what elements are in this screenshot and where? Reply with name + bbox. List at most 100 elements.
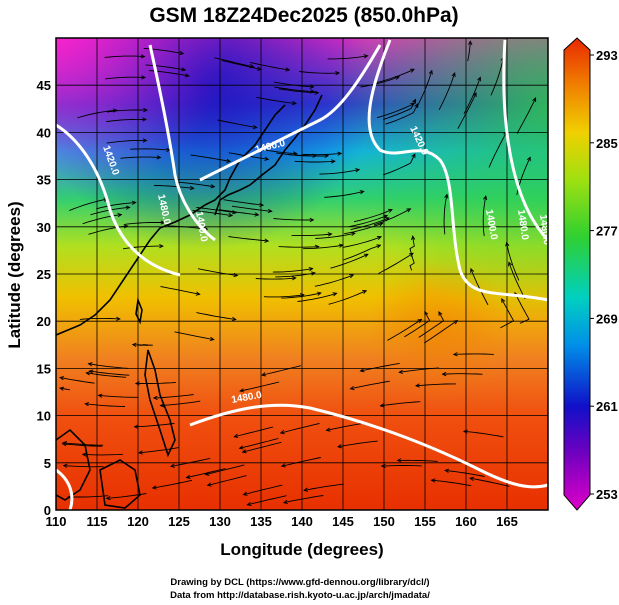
streamline: [445, 469, 485, 477]
streamline: [98, 394, 139, 398]
x-tick-label: 155: [414, 514, 436, 529]
coastline-korea-japan: [214, 94, 323, 216]
streamline-arrowhead: [332, 292, 338, 297]
streamline: [376, 68, 415, 84]
y-tick-label: 20: [37, 314, 51, 329]
streamline: [153, 184, 194, 189]
streamline-arrowhead: [337, 151, 343, 156]
streamline: [488, 131, 508, 168]
streamline: [62, 443, 103, 447]
streamline-arrowhead: [152, 395, 158, 401]
streamline: [350, 217, 389, 231]
streamline: [294, 160, 335, 163]
streamline-arrowhead: [259, 202, 265, 207]
streamline-arrowhead: [131, 342, 137, 347]
x-tick-label: 160: [455, 514, 477, 529]
streamline-arrowhead: [462, 429, 468, 434]
streamline: [243, 484, 283, 496]
streamline-arrowhead: [376, 236, 382, 241]
streamline-arrowhead: [233, 272, 239, 278]
streamline: [132, 344, 153, 346]
contour-south-west-edge: [55, 468, 74, 511]
streamline-arrowhead: [396, 458, 402, 463]
streamline: [239, 438, 279, 449]
streamline: [343, 244, 381, 261]
colorbar-ticks: 253 261 269 277 285 293: [590, 48, 618, 502]
y-tick-label: 0: [44, 503, 51, 518]
x-tick-label: 125: [168, 514, 190, 529]
streamline: [255, 277, 296, 280]
streamline-arrowhead: [310, 271, 316, 276]
streamline-arrowhead: [226, 158, 232, 163]
streamline: [514, 292, 530, 324]
streamline: [63, 465, 104, 468]
streamline-arrowhead: [232, 210, 238, 215]
streamline: [376, 102, 415, 119]
streamline: [145, 64, 186, 71]
streamline-arrowhead: [330, 159, 336, 164]
contour-1480-west: [148, 44, 216, 242]
streamline-arrowhead: [141, 75, 147, 80]
streamline-arrowhead: [363, 54, 369, 59]
streamline: [304, 483, 344, 491]
height-contours: [55, 39, 550, 511]
colorbar-tick-label: 293: [596, 48, 618, 63]
streamline-arrowhead: [472, 92, 477, 98]
streamline-arrowhead: [411, 153, 416, 158]
streamline: [218, 209, 259, 216]
streamline: [63, 442, 104, 446]
streamline-arrowhead: [112, 108, 118, 113]
contour-label: 1400.0: [483, 209, 499, 241]
streamline: [272, 268, 313, 273]
streamline-arrowhead: [359, 368, 365, 373]
streamline: [423, 320, 458, 344]
streamline: [291, 233, 332, 237]
streamline: [122, 245, 163, 250]
streamline-arrowhead: [505, 241, 510, 247]
streamline-arrowhead: [324, 153, 330, 159]
streamline: [516, 97, 537, 134]
streamline-arrowhead: [97, 393, 103, 398]
streamline-arrowhead: [349, 385, 355, 391]
streamline-arrowhead: [398, 369, 404, 374]
streamline: [350, 380, 390, 390]
streamline: [190, 154, 231, 162]
streamline-arrowhead: [438, 310, 443, 316]
streamline-arrowhead: [444, 193, 449, 199]
streamline: [77, 109, 117, 119]
streamline-arrowhead: [204, 471, 210, 476]
streamline-arrowhead: [380, 463, 386, 469]
streamline-arrowhead: [233, 433, 239, 438]
streamline: [382, 153, 416, 176]
streamline-arrowhead: [308, 266, 314, 272]
streamline-arrowhead: [185, 474, 191, 479]
streamline: [134, 422, 175, 428]
streamline-arrowhead: [88, 369, 94, 374]
streamline: [196, 312, 236, 320]
streamline: [68, 495, 109, 498]
contour-label: 1480.0: [231, 390, 263, 406]
contour-1420-west: [55, 123, 181, 277]
streamline: [463, 77, 481, 115]
streamline: [88, 363, 129, 369]
streamline: [228, 236, 269, 242]
streamline-arrowhead: [338, 243, 344, 248]
y-tick-label: 45: [37, 78, 51, 93]
y-tick-label: 15: [37, 361, 51, 376]
streamline: [431, 479, 472, 487]
contour-1480-south: [189, 403, 549, 489]
streamline-arrowhead: [105, 495, 111, 501]
streamline: [88, 225, 128, 235]
streamline-arrowhead: [264, 238, 270, 243]
streamline-arrowhead: [383, 214, 389, 219]
streamline-arrowhead: [210, 184, 216, 189]
x-tick-label: 135: [250, 514, 272, 529]
streamline-arrowhead: [195, 291, 201, 296]
coastline-borneo: [99, 459, 141, 509]
y-axis-label: Latitude (degrees): [5, 201, 24, 348]
streamline: [278, 246, 319, 248]
streamline-arrowhead: [444, 468, 450, 473]
streamline: [467, 41, 471, 62]
streamline-arrowhead: [285, 67, 291, 72]
streamline-arrowhead: [254, 212, 260, 217]
